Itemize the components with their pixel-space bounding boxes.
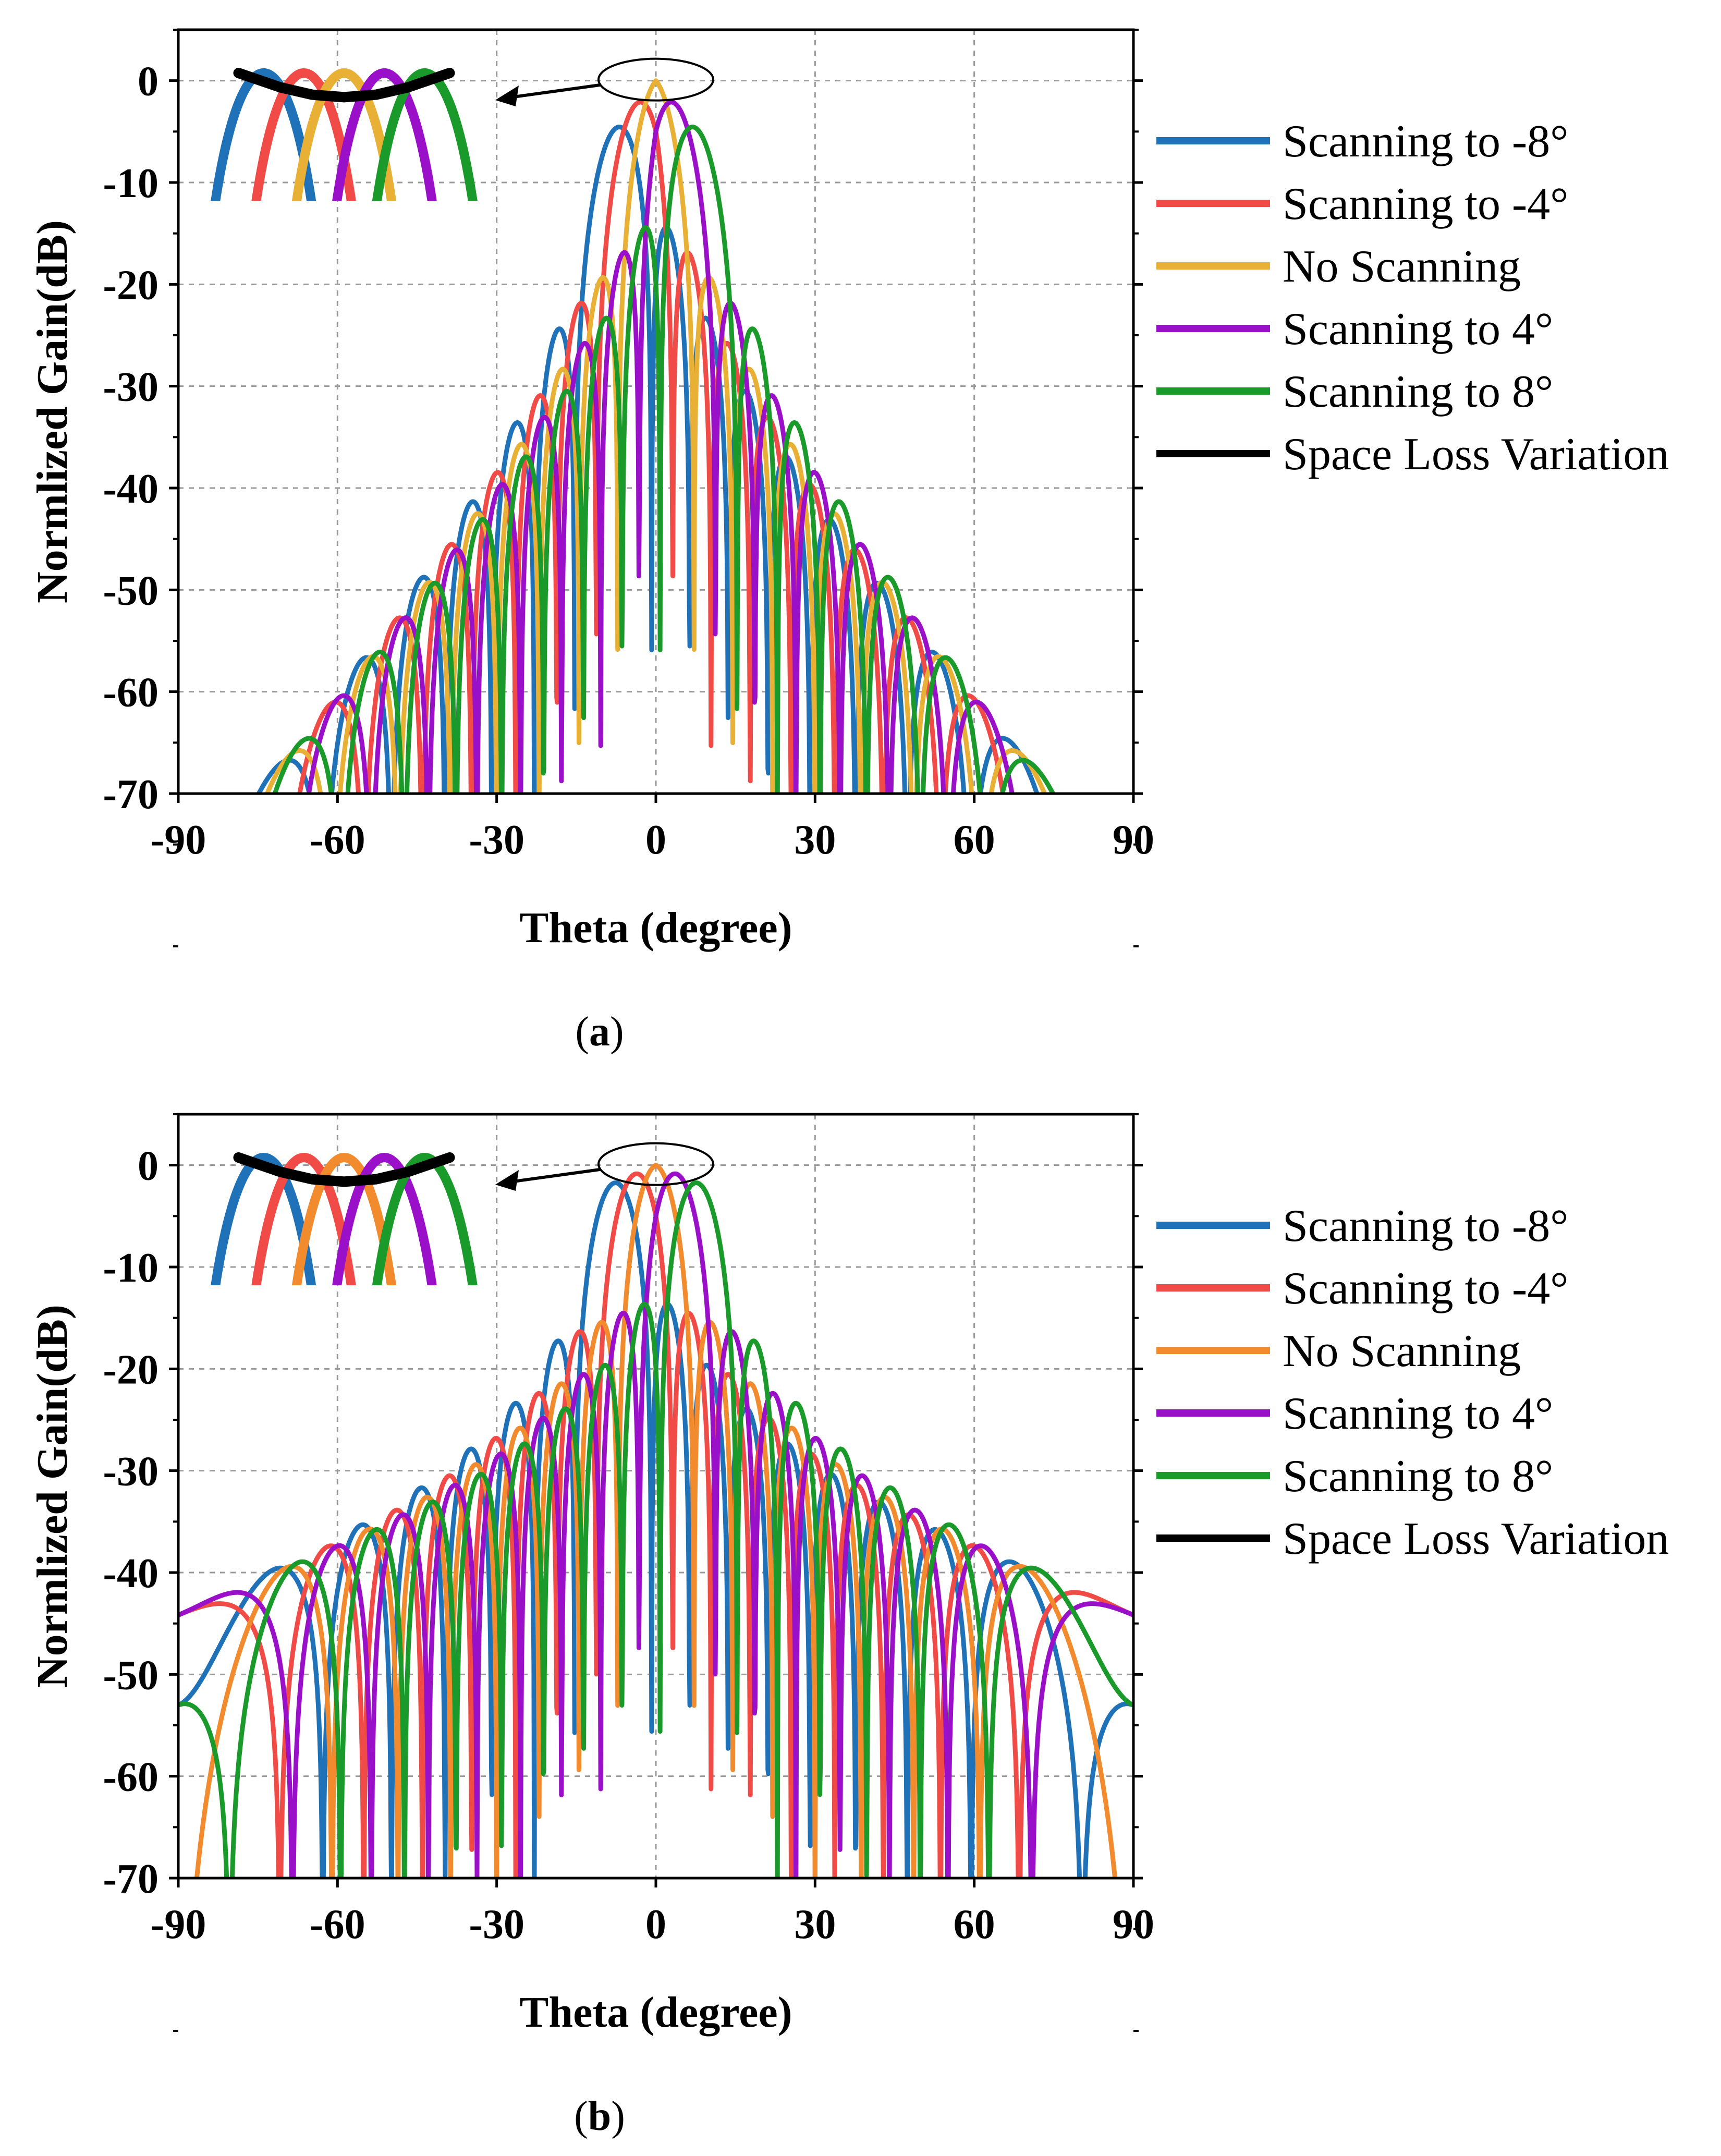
inset xyxy=(178,68,490,201)
legend-label: Scanning to 8° xyxy=(1283,1451,1553,1502)
chart-a: -90 -60 -30 0 30 60 90 0 -10 -20 -30 -40 -50 -60 -70 Th… xyxy=(28,28,1669,1055)
inset-series-line xyxy=(291,68,397,201)
y-axis-label: Normlized Gain(dB) xyxy=(28,220,77,603)
x-axis-label: Theta (degree) xyxy=(519,1988,792,2037)
space-loss-line xyxy=(233,1152,455,1187)
legend-label: Scanning to 4° xyxy=(1283,1388,1553,1439)
y-axis-label: Normlized Gain(dB) xyxy=(28,1305,77,1688)
legend-label: No Scanning xyxy=(1283,1326,1521,1377)
zoom-ellipse xyxy=(597,57,714,102)
x-tick-label: 90 xyxy=(1113,1902,1154,1947)
y-tick-label: -70 xyxy=(103,1856,158,1902)
legend-label: Scanning to -8° xyxy=(1283,1201,1568,1251)
y-tick-label: 0 xyxy=(138,59,158,105)
legend: Scanning to -8° Scanning to -4° No Scannin… xyxy=(1156,1201,1669,1564)
legend-label: Scanning to -4° xyxy=(1283,1263,1568,1314)
y-tick-label: -50 xyxy=(103,568,158,614)
legend-label: Scanning to -4° xyxy=(1283,179,1568,229)
y-tick-label: -60 xyxy=(103,1755,158,1800)
axes xyxy=(169,1113,1143,2032)
y-tick-label: -30 xyxy=(103,364,158,410)
zoom-arrow xyxy=(505,83,602,100)
chart-b: -90 -60 -30 0 30 60 90 0 -10 -20 -30 -40 -50 -60 -70 Th… xyxy=(28,1113,1669,2139)
x-axis-label: Theta (degree) xyxy=(519,904,792,952)
inset-series-line xyxy=(332,1152,437,1285)
series-group xyxy=(256,78,1056,794)
y-tick-label: -20 xyxy=(103,1347,158,1393)
inset xyxy=(178,1152,490,1285)
series-group xyxy=(178,1163,1133,1878)
legend-label: No Scanning xyxy=(1283,241,1521,292)
series-line xyxy=(264,78,1047,794)
y-tick-label: 0 xyxy=(138,1143,158,1189)
y-tick-label: -10 xyxy=(103,161,158,206)
zoom-ellipse xyxy=(597,1142,714,1186)
legend-label: Space Loss Variation xyxy=(1283,1514,1669,1564)
x-tick-label: -60 xyxy=(310,817,365,863)
x-tick-label: -30 xyxy=(469,817,524,863)
x-tick-label: 30 xyxy=(794,817,836,863)
x-tick-label: 0 xyxy=(645,1902,666,1947)
chart-panel-b: -90 -60 -30 0 30 60 90 0 -10 -20 -30 -40 -50 -60 -70 Th… xyxy=(0,1085,1721,2148)
y-tick-label: -40 xyxy=(103,1551,158,1597)
x-tick-label: -90 xyxy=(151,817,206,863)
zoom-arrowhead xyxy=(495,86,519,106)
y-tick-label: -40 xyxy=(103,466,158,512)
x-tick-label: 90 xyxy=(1113,817,1154,863)
series-line xyxy=(178,1171,1133,1878)
x-tick-label: 60 xyxy=(954,817,995,863)
x-tick-label: -30 xyxy=(469,1902,524,1947)
panel-caption: (a) xyxy=(575,1009,624,1055)
y-tick-label: -30 xyxy=(103,1449,158,1495)
legend-label: Scanning to 4° xyxy=(1283,304,1553,355)
y-tick-label: -50 xyxy=(103,1652,158,1698)
legend-label: Scanning to -8° xyxy=(1283,116,1568,167)
y-tick-label: -10 xyxy=(103,1245,158,1291)
axes xyxy=(169,28,1143,947)
x-tick-label: -60 xyxy=(310,1902,365,1947)
inset-series-line xyxy=(291,1152,397,1285)
legend-label: Scanning to 8° xyxy=(1283,367,1553,417)
zoom-arrowhead xyxy=(495,1170,519,1191)
x-tick-label: 60 xyxy=(954,1902,995,1947)
series-line xyxy=(272,125,1056,794)
zoom-arrow xyxy=(505,1167,602,1184)
legend-label: Space Loss Variation xyxy=(1283,429,1669,480)
x-tick-label: -90 xyxy=(151,1902,206,1947)
series-line xyxy=(178,1180,1133,1878)
inset-series-line xyxy=(332,68,437,201)
x-tick-label: 0 xyxy=(645,817,666,863)
y-tick-label: -70 xyxy=(103,772,158,818)
panel-caption: (b) xyxy=(574,2093,625,2139)
legend: Scanning to -8° Scanning to -4° No Scannin… xyxy=(1156,116,1669,480)
y-tick-label: -20 xyxy=(103,262,158,308)
x-tick-label: 30 xyxy=(794,1902,836,1947)
series-line xyxy=(306,100,1015,794)
chart-panel-a: -90 -60 -30 0 30 60 90 0 -10 -20 -30 -40 -50 -60 -70 Th… xyxy=(0,0,1721,1064)
space-loss-line xyxy=(233,68,455,103)
series-line xyxy=(194,1163,1118,1878)
y-tick-label: -60 xyxy=(103,670,158,716)
